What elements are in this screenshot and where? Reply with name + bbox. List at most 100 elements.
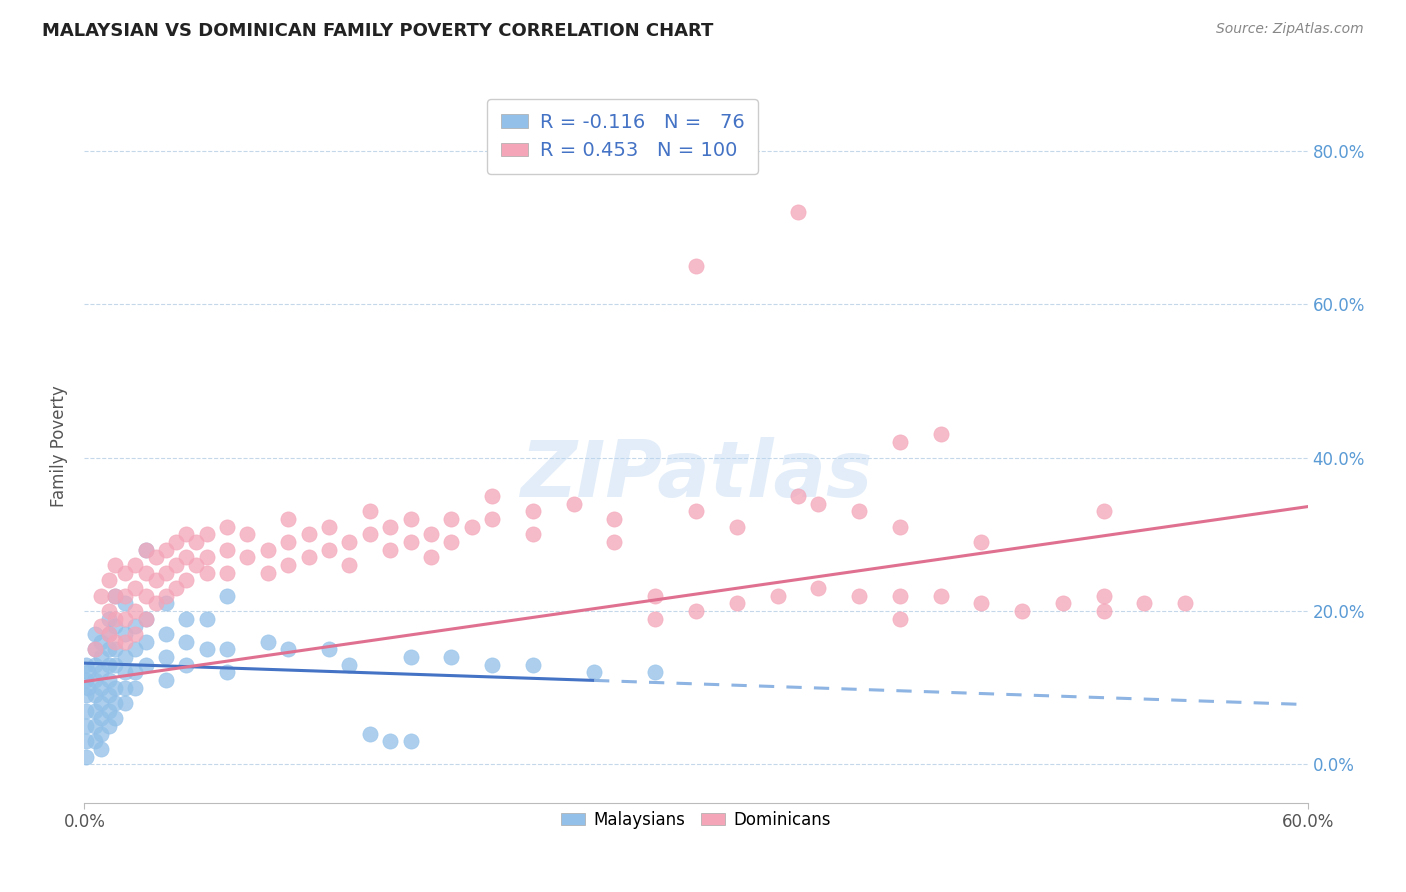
Point xyxy=(83,642,105,657)
Point xyxy=(124,665,146,680)
Point xyxy=(97,689,120,703)
Point xyxy=(114,665,136,680)
Point xyxy=(97,627,120,641)
Point xyxy=(848,504,870,518)
Point xyxy=(135,566,157,580)
Point xyxy=(135,542,157,557)
Point xyxy=(124,558,146,572)
Point xyxy=(174,657,197,672)
Point xyxy=(603,535,626,549)
Point xyxy=(420,527,443,541)
Point xyxy=(165,558,187,572)
Point xyxy=(75,704,97,718)
Point xyxy=(186,558,208,572)
Point xyxy=(97,704,120,718)
Point xyxy=(399,734,422,748)
Point xyxy=(90,665,112,680)
Point xyxy=(522,657,544,672)
Point xyxy=(83,704,105,718)
Point xyxy=(603,512,626,526)
Point xyxy=(114,681,136,695)
Point xyxy=(1092,589,1115,603)
Point xyxy=(75,673,97,687)
Point xyxy=(889,589,911,603)
Point xyxy=(174,574,197,588)
Point xyxy=(277,642,299,657)
Point xyxy=(257,566,280,580)
Point xyxy=(807,497,830,511)
Point xyxy=(217,542,239,557)
Point xyxy=(440,650,463,665)
Point xyxy=(970,596,993,610)
Point xyxy=(104,589,127,603)
Point xyxy=(1174,596,1197,610)
Point xyxy=(1092,504,1115,518)
Point xyxy=(583,665,606,680)
Point xyxy=(104,612,127,626)
Point xyxy=(75,734,97,748)
Point xyxy=(889,612,911,626)
Point xyxy=(236,550,259,565)
Point xyxy=(104,681,127,695)
Point xyxy=(83,657,105,672)
Point xyxy=(165,581,187,595)
Point xyxy=(217,519,239,533)
Point xyxy=(1011,604,1033,618)
Point xyxy=(195,550,218,565)
Point xyxy=(90,681,112,695)
Point xyxy=(97,642,120,657)
Point xyxy=(75,657,97,672)
Legend: Malaysians, Dominicans: Malaysians, Dominicans xyxy=(553,803,839,838)
Point xyxy=(83,627,105,641)
Point xyxy=(155,589,177,603)
Point xyxy=(114,596,136,610)
Point xyxy=(174,612,197,626)
Point xyxy=(97,719,120,733)
Point xyxy=(114,696,136,710)
Point xyxy=(257,634,280,648)
Point xyxy=(145,550,167,565)
Point xyxy=(155,627,177,641)
Point xyxy=(124,627,146,641)
Point xyxy=(318,542,340,557)
Point xyxy=(339,558,361,572)
Point xyxy=(848,589,870,603)
Point xyxy=(277,535,299,549)
Point xyxy=(90,619,112,633)
Point xyxy=(155,542,177,557)
Point xyxy=(97,604,120,618)
Y-axis label: Family Poverty: Family Poverty xyxy=(51,385,69,507)
Point xyxy=(217,589,239,603)
Point xyxy=(124,642,146,657)
Point xyxy=(889,435,911,450)
Point xyxy=(135,589,157,603)
Point xyxy=(90,742,112,756)
Point xyxy=(104,619,127,633)
Point xyxy=(277,512,299,526)
Point xyxy=(97,657,120,672)
Point xyxy=(1133,596,1156,610)
Point xyxy=(420,550,443,565)
Point xyxy=(104,558,127,572)
Point xyxy=(380,542,402,557)
Point xyxy=(104,589,127,603)
Point xyxy=(644,665,666,680)
Point xyxy=(124,681,146,695)
Point xyxy=(83,689,105,703)
Text: MALAYSIAN VS DOMINICAN FAMILY POVERTY CORRELATION CHART: MALAYSIAN VS DOMINICAN FAMILY POVERTY CO… xyxy=(42,22,714,40)
Point xyxy=(83,719,105,733)
Point xyxy=(787,489,810,503)
Point xyxy=(155,673,177,687)
Point xyxy=(77,665,100,680)
Point xyxy=(75,749,97,764)
Point xyxy=(522,527,544,541)
Point xyxy=(83,734,105,748)
Point xyxy=(399,650,422,665)
Point xyxy=(929,427,952,442)
Point xyxy=(787,205,810,219)
Point xyxy=(114,634,136,648)
Point xyxy=(145,574,167,588)
Point xyxy=(766,589,789,603)
Point xyxy=(90,696,112,710)
Point xyxy=(889,519,911,533)
